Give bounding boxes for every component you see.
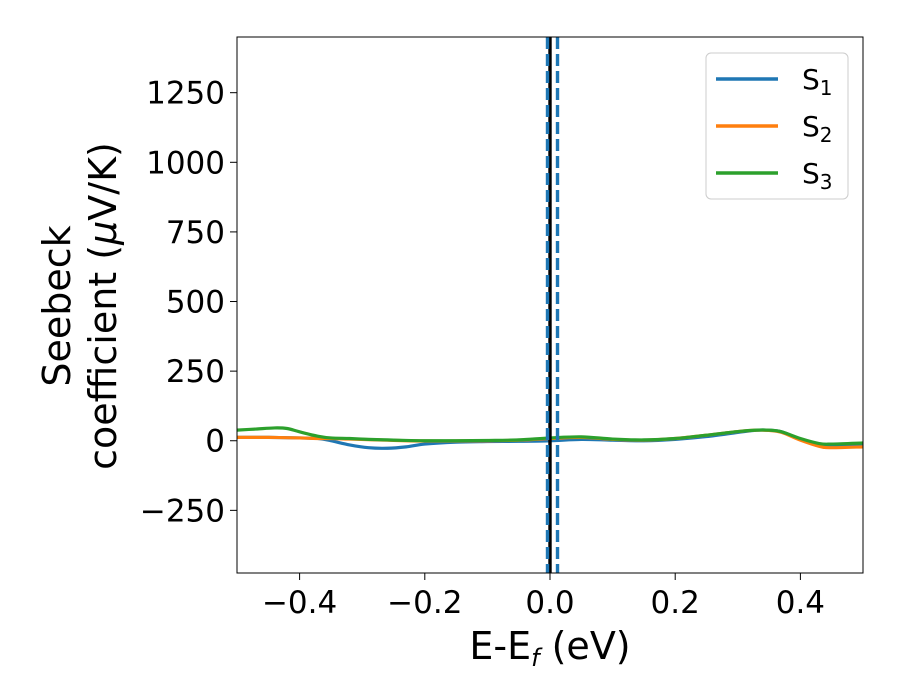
x-tick-label: −0.4 [262, 585, 337, 621]
x-ticks: −0.4 −0.2 0.0 0.2 0.4 [262, 573, 825, 621]
y-axis-label-line2: coefficient (μV/K) [81, 142, 125, 470]
y-tick-label: 250 [166, 354, 225, 390]
reference-vlines [545, 37, 560, 573]
y-ticks: −250 0 250 500 750 1000 1250 [140, 76, 237, 529]
y-tick-label: 1250 [146, 76, 225, 112]
x-tick-label: 0.4 [776, 585, 825, 621]
y-tick-label: 0 [205, 424, 225, 460]
y-tick-label: 1000 [146, 145, 225, 181]
y-tick-label: 750 [166, 215, 225, 251]
y-axis-label-line1: Seebeck [35, 225, 79, 386]
series-line-s3 [237, 426, 863, 446]
legend: S1 S2 S3 [705, 52, 849, 200]
x-tick-label: 0.2 [651, 585, 700, 621]
x-axis-label: E-Ef (eV) [469, 624, 630, 672]
x-tick-label: −0.2 [387, 585, 462, 621]
legend-label-s1: S1 [802, 63, 833, 100]
y-tick-label: −250 [140, 493, 225, 529]
y-tick-label: 500 [166, 285, 225, 321]
legend-label-s3: S3 [802, 157, 833, 194]
x-tick-label: 0.0 [525, 585, 574, 621]
legend-label-s2: S2 [802, 110, 833, 147]
y-axis-label: Seebeck coefficient (μV/K) [35, 142, 125, 470]
